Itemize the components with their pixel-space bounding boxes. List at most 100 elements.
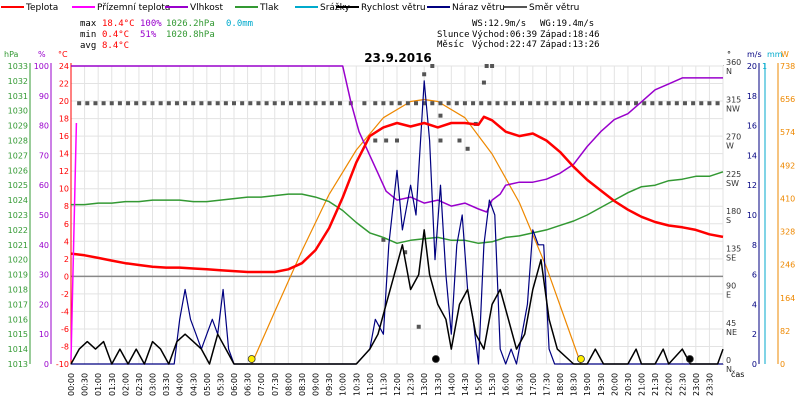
wind-direction-point xyxy=(577,101,582,106)
direction-compass-label: NE xyxy=(726,328,737,337)
temperature-tick-label: 24 xyxy=(59,62,69,71)
wind-tick-label: 6 xyxy=(752,271,757,280)
humidity-tick-label: 50 xyxy=(39,211,49,220)
axis-time: 00:00 00:30 01:00 01:30 02:00 02:30 03:00 03:30… xyxy=(67,373,714,396)
pressure-tick-label: 1023 xyxy=(8,211,28,220)
unit-w: W xyxy=(781,50,789,59)
stats-moon-rise: Východ:22:47 xyxy=(472,40,537,50)
humidity-tick-label: 40 xyxy=(39,241,49,250)
wind-direction-point xyxy=(289,101,294,106)
temperature-tick-label: 20 xyxy=(59,97,69,106)
pressure-tick-label: 1019 xyxy=(8,271,28,280)
wind-tick-label: 20 xyxy=(747,62,757,71)
time-tick-label: 02:00 xyxy=(121,373,130,396)
wind-direction-point xyxy=(438,113,443,118)
wind-direction-point xyxy=(199,101,204,106)
wind-direction-point xyxy=(484,64,489,68)
sunset-marker xyxy=(577,355,585,363)
temperature-tick-label: -8 xyxy=(61,342,69,351)
wind-direction-point xyxy=(373,101,378,106)
solar-tick-label: 492 xyxy=(780,161,795,170)
humidity-tick-label: 10 xyxy=(39,330,49,339)
wind-direction-point xyxy=(511,101,516,106)
pressure-tick-label: 1014 xyxy=(8,345,28,354)
wind-direction-point xyxy=(438,138,443,143)
wind-direction-point xyxy=(405,101,410,106)
wind-direction-point xyxy=(446,101,451,106)
time-tick-label: 04:30 xyxy=(189,373,198,396)
pressure-tick-label: 1013 xyxy=(8,360,28,369)
direction-degree-label: 270 xyxy=(726,133,741,142)
wind-direction-point xyxy=(650,101,655,106)
wind-direction-point xyxy=(487,101,492,106)
time-axis-label: čas xyxy=(731,369,744,379)
direction-degree-label: 135 xyxy=(726,244,741,253)
solar-tick-label: 164 xyxy=(780,294,795,303)
wind-direction-point xyxy=(658,101,663,106)
pressure-tick-label: 1033 xyxy=(8,62,28,71)
unit-ms: m/s xyxy=(747,50,762,59)
wind-direction-point xyxy=(280,101,285,106)
wind-direction-point xyxy=(232,101,236,106)
unit-dir: ° xyxy=(727,50,731,59)
stats-max-temp: 18.4°C xyxy=(102,19,135,29)
temperature-tick-label: 14 xyxy=(59,150,69,159)
wind-direction-point xyxy=(321,101,326,106)
time-tick-label: 19:00 xyxy=(583,373,592,396)
solar-tick-label: 0 xyxy=(780,360,785,369)
wind-direction-point xyxy=(183,101,188,106)
wind-direction-point xyxy=(552,101,557,106)
time-tick-label: 00:30 xyxy=(81,373,90,396)
wind-direction-point xyxy=(297,101,302,106)
direction-compass-label: N xyxy=(726,365,732,374)
wind-tick-label: 8 xyxy=(752,241,757,250)
time-tick-label: 15:00 xyxy=(475,373,484,396)
wind-direction-point xyxy=(264,101,269,106)
direction-compass-label: N xyxy=(726,67,732,76)
pressure-tick-label: 1030 xyxy=(8,107,28,116)
wind-direction-point xyxy=(223,101,228,106)
legend-label-pressure: Tlak xyxy=(259,3,280,13)
time-tick-label: 20:00 xyxy=(610,373,619,396)
wind-direction-point xyxy=(642,101,647,106)
direction-compass-label: SW xyxy=(726,179,739,188)
temperature-tick-label: 4 xyxy=(64,237,69,246)
wind-tick-label: 0 xyxy=(752,360,757,369)
time-tick-label: 18:00 xyxy=(556,373,565,396)
wind-direction-point xyxy=(329,101,334,106)
time-tick-label: 16:30 xyxy=(515,373,524,396)
wind-direction-point xyxy=(381,101,386,106)
wind-direction-point xyxy=(503,101,508,106)
series-wind-speed xyxy=(70,229,724,365)
legend-label-wind-gust: Náraz větru xyxy=(452,3,505,13)
wind-direction-point xyxy=(528,101,533,106)
series-humidity xyxy=(71,65,723,213)
wind-direction-point xyxy=(313,101,318,106)
direction-degree-label: 315 xyxy=(726,95,741,104)
pressure-tick-label: 1016 xyxy=(8,315,28,324)
wind-direction-point xyxy=(699,101,704,106)
wind-direction-point xyxy=(77,101,82,106)
marker-layer xyxy=(247,355,694,363)
time-tick-label: 06:30 xyxy=(244,373,253,396)
wind-direction-point xyxy=(142,101,147,106)
stats-avg-label: avg xyxy=(80,41,96,51)
wind-direction-point xyxy=(215,101,220,106)
time-tick-label: 10:30 xyxy=(352,373,361,396)
time-tick-label: 04:00 xyxy=(176,373,185,396)
humidity-tick-label: 70 xyxy=(39,151,49,160)
legend-label-wind-speed: Rychlost větru xyxy=(361,3,426,13)
wind-direction-point xyxy=(666,101,671,106)
wind-direction-point xyxy=(519,101,524,106)
wind-direction-point xyxy=(601,101,606,106)
time-tick-label: 19:30 xyxy=(597,373,606,396)
wind-direction-point xyxy=(707,101,712,106)
stats-wg: WG:19.4m/s xyxy=(540,19,594,29)
stats-min-temp: 0.4°C xyxy=(102,30,129,40)
axis-solar: 738 656 574 492 410 328 246 164 82 0 xyxy=(780,62,795,369)
stats-max-pres: 1026.2hPa xyxy=(166,19,215,29)
wind-direction-point xyxy=(479,101,484,106)
humidity-tick-label: 60 xyxy=(39,181,49,190)
